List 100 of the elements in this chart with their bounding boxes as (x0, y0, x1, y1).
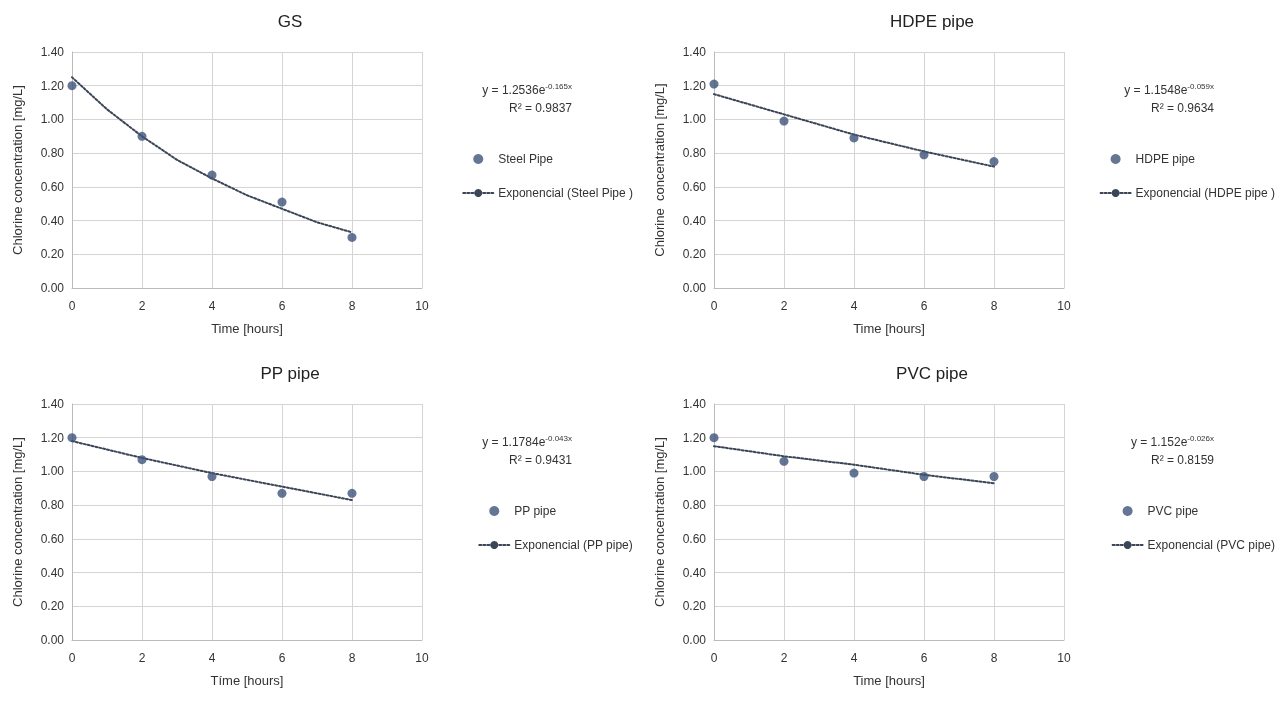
y-tick-label: 0.60 (682, 531, 707, 546)
x-tick-label: 10 (415, 651, 429, 665)
legend-label: PVC pipe (1147, 504, 1199, 518)
y-tick-label: 1.00 (40, 112, 65, 127)
y-axis-title: Chlorine concentration [mg/L] (652, 83, 667, 257)
y-tick-label: 0.20 (682, 247, 707, 262)
legend-label: Exponencial (PVC pipe) (1147, 538, 1276, 552)
x-tick-label: 0 (68, 651, 76, 665)
x-tick-label: 0 (68, 299, 76, 313)
y-tick-label: 1.00 (682, 112, 707, 127)
x-tick-label: 0 (710, 299, 718, 313)
legend-label: Steel Pipe (498, 152, 554, 166)
y-tick-label: 1.40 (682, 45, 707, 59)
y-tick-label: 1.40 (40, 45, 65, 59)
y-tick-label: 0.00 (40, 281, 65, 295)
chart-title: HDPE pipe (889, 12, 975, 31)
legend-label: Exponencial (Steel Pipe ) (498, 186, 634, 200)
point (277, 488, 287, 498)
x-axis-title: Time [hours] (211, 321, 283, 336)
y-axis-title: Chlorine concentration [mg/L] (10, 85, 25, 255)
chart-title: GS (277, 12, 303, 31)
x-tick-label: 2 (138, 651, 146, 665)
point (849, 133, 859, 143)
y-tick-label: 0.00 (40, 633, 65, 647)
point (779, 116, 789, 126)
x-tick-label: 8 (348, 299, 356, 313)
legend-label: Exponencial (HDPE pipe ) (1135, 186, 1276, 200)
x-tick-label: 6 (278, 299, 286, 313)
x-tick-label: 2 (780, 299, 788, 313)
x-tick-label: 8 (348, 651, 356, 665)
point (919, 471, 929, 481)
x-tick-label: 4 (208, 651, 216, 665)
y-tick-label: 0.80 (40, 146, 65, 161)
point (989, 471, 999, 481)
point (67, 433, 77, 443)
line-series (713, 445, 995, 485)
point (989, 157, 999, 167)
y-axis-title: Chlorine concentration [mg/L] (10, 437, 25, 607)
x-tick-label: 0 (710, 651, 718, 665)
y-tick-label: 0.40 (40, 565, 65, 580)
y-tick-label: 1.40 (40, 397, 65, 411)
point (919, 150, 929, 160)
y-tick-label: 0.00 (682, 281, 707, 295)
x-tick-label: 2 (780, 651, 788, 665)
y-tick-label: 1.20 (40, 78, 65, 93)
point (347, 488, 357, 498)
text: R² = 0.9634 (1150, 101, 1215, 115)
y-tick-label: 1.20 (682, 78, 707, 93)
x-tick-label: 2 (138, 299, 146, 313)
text: R² = 0.9431 (508, 453, 573, 467)
y-tick-label: 0.40 (682, 565, 707, 580)
y-tick-label: 0.20 (40, 599, 65, 614)
text: R² = 0.8159 (1150, 453, 1215, 467)
x-tick-label: 4 (850, 651, 858, 665)
point (779, 456, 789, 466)
y-tick-label: 0.40 (682, 213, 707, 228)
legend-label: HDPE pipe (1135, 152, 1196, 166)
point (709, 79, 719, 89)
y-tick-label: 0.60 (40, 179, 65, 194)
x-tick-label: 4 (208, 299, 216, 313)
y-tick-label: 0.60 (682, 179, 707, 194)
y-tick-label: 0.20 (682, 599, 707, 614)
y-tick-label: 1.20 (682, 430, 707, 445)
y-tick-label: 0.80 (682, 498, 707, 513)
x-tick-label: 8 (990, 299, 998, 313)
point (207, 170, 217, 180)
point (849, 468, 859, 478)
x-axis-title: Time [hours] (853, 321, 925, 336)
x-axis-title: Time [hours] (853, 673, 925, 688)
chart-title: PVC pipe (896, 364, 968, 383)
x-axis-title: Tíme [hours] (210, 673, 284, 688)
y-tick-label: 1.40 (682, 397, 707, 411)
y-tick-label: 0.40 (40, 213, 65, 228)
y-tick-label: 0.80 (40, 498, 65, 513)
point (207, 471, 217, 481)
x-tick-label: 6 (920, 651, 928, 665)
chart-title: PP pipe (260, 364, 320, 383)
x-tick-label: 4 (850, 299, 858, 313)
x-tick-label: 10 (1057, 651, 1071, 665)
y-tick-label: 0.20 (40, 247, 65, 262)
x-tick-label: 10 (1057, 299, 1071, 313)
y-tick-label: 0.80 (682, 146, 707, 161)
point (347, 232, 357, 242)
y-tick-label: 0.00 (682, 633, 707, 647)
y-axis-title: Chlorine concentration [mg/L] (652, 437, 667, 607)
point (137, 455, 147, 465)
y-tick-label: 0.60 (40, 531, 65, 546)
x-tick-label: 8 (990, 651, 998, 665)
y-tick-label: 1.00 (682, 464, 707, 479)
point (67, 81, 77, 91)
x-tick-label: 6 (920, 299, 928, 313)
legend-label: PP pipe (514, 504, 557, 518)
point (137, 131, 147, 141)
legend-label: Exponencial (PP pipe) (514, 538, 633, 552)
x-tick-label: 10 (415, 299, 429, 313)
y-tick-label: 1.20 (40, 430, 65, 445)
x-tick-label: 6 (278, 651, 286, 665)
text: R² = 0.9837 (508, 101, 573, 115)
point (709, 433, 719, 443)
y-tick-label: 1.00 (40, 464, 65, 479)
